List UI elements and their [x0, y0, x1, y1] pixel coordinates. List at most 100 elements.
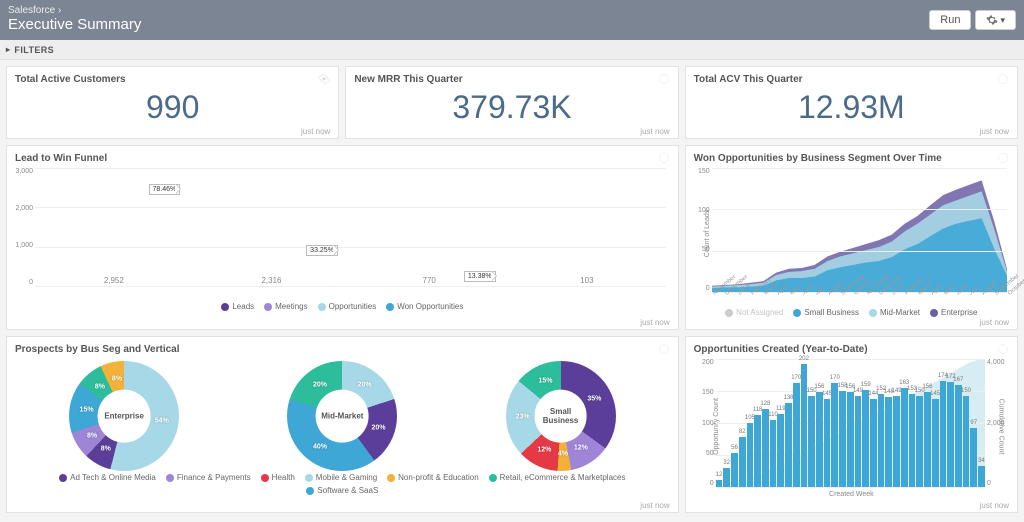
- opp-bar[interactable]: 163: [901, 388, 908, 487]
- legend-item[interactable]: Finance & Payments: [166, 473, 251, 482]
- bar-value: 167: [953, 377, 963, 383]
- kpi-panel-mrr: New MRR This Quarter 379.73K just now: [345, 66, 678, 139]
- opp-bar[interactable]: 170: [793, 383, 800, 487]
- slice-label: 8%: [101, 446, 111, 453]
- legend-item[interactable]: Not Assigned: [725, 308, 783, 317]
- opp-bar[interactable]: 110: [770, 420, 777, 487]
- page-title: Executive Summary: [8, 16, 925, 34]
- legend-item[interactable]: Retail, eCommerce & Marketplaces: [489, 473, 626, 482]
- timestamp: just now: [640, 318, 669, 327]
- opp-bar[interactable]: 105: [747, 423, 754, 487]
- opp-bar[interactable]: 56: [731, 453, 738, 487]
- slice-label: 8%: [87, 433, 97, 440]
- slice-label: 12%: [537, 447, 551, 454]
- bar-value: 103: [580, 276, 593, 285]
- legend-item[interactable]: Mobile & Gaming: [305, 473, 377, 482]
- panel-title: Total ACV This Quarter: [694, 74, 997, 85]
- opp-bar[interactable]: 150: [916, 396, 923, 487]
- opp-bar[interactable]: 158: [839, 391, 846, 487]
- opp-bar[interactable]: 156: [924, 392, 931, 487]
- slice-label: 15%: [538, 378, 552, 385]
- donut-center-label: Enterprise: [104, 412, 144, 421]
- gear-icon[interactable]: [997, 343, 1009, 355]
- opps-panel: Opportunities Created (Year-to-Date) Opp…: [685, 336, 1018, 513]
- bar-value: 12: [716, 472, 723, 478]
- opp-bar[interactable]: 156: [816, 392, 823, 487]
- opp-bar[interactable]: 150: [963, 396, 970, 487]
- opp-bar[interactable]: 148: [885, 397, 892, 487]
- bar-value: 156: [922, 384, 932, 390]
- bar-value: 770: [423, 276, 436, 285]
- legend-item[interactable]: Small Business: [793, 308, 859, 317]
- opp-bar[interactable]: 172: [947, 382, 954, 487]
- gear-icon[interactable]: [658, 343, 670, 355]
- legend-item[interactable]: Mid-Market: [869, 308, 920, 317]
- bar-value: 170: [830, 375, 840, 381]
- bar-value: 159: [861, 382, 871, 388]
- kpi-value: 379.73K: [354, 85, 669, 136]
- legend-item[interactable]: Enterprise: [930, 308, 977, 317]
- opp-bar[interactable]: 150: [808, 396, 815, 487]
- slice-label: 20%: [371, 424, 385, 431]
- opp-bar[interactable]: 145: [824, 399, 831, 487]
- timestamp: just now: [301, 127, 330, 136]
- opp-bar[interactable]: 174: [940, 381, 947, 487]
- opp-bar[interactable]: 32: [723, 468, 730, 488]
- opp-bar[interactable]: 138: [785, 403, 792, 487]
- opp-bar[interactable]: 149: [893, 396, 900, 487]
- opp-bar[interactable]: 145: [932, 399, 939, 487]
- run-button[interactable]: Run: [929, 10, 971, 30]
- opp-bar[interactable]: 156: [847, 392, 854, 487]
- settings-button[interactable]: ▾: [975, 10, 1016, 30]
- opp-bar[interactable]: 97: [970, 428, 977, 487]
- opp-bar[interactable]: 128: [762, 409, 769, 487]
- legend-item[interactable]: Opportunities: [318, 302, 377, 311]
- opp-bar[interactable]: 159: [862, 390, 869, 487]
- opp-bar[interactable]: 170: [831, 383, 838, 487]
- opp-bar[interactable]: 167: [955, 385, 962, 487]
- legend-item[interactable]: Leads: [221, 302, 254, 311]
- gear-icon[interactable]: [658, 73, 670, 85]
- filters-bar[interactable]: ▸ FILTERS: [0, 40, 1024, 60]
- slice-label: 4%: [558, 450, 568, 457]
- slice-label: 40%: [313, 443, 327, 450]
- legend-item[interactable]: Ad Tech & Online Media: [59, 473, 156, 482]
- legend-item[interactable]: Non-profit & Education: [387, 473, 479, 482]
- gear-icon[interactable]: [318, 73, 330, 85]
- gear-icon[interactable]: [997, 152, 1009, 164]
- legend-item[interactable]: Meetings: [264, 302, 307, 311]
- opp-bar[interactable]: 119: [777, 414, 784, 487]
- donut-chart[interactable]: 35%12%4%12%23%15%Small Business: [506, 361, 616, 471]
- opp-bar[interactable]: 202: [801, 364, 808, 487]
- opp-bar[interactable]: 82: [739, 437, 746, 487]
- opp-bar[interactable]: 118: [754, 415, 761, 487]
- slice-label: 35%: [587, 395, 601, 402]
- opp-bar[interactable]: 144: [870, 399, 877, 487]
- legend-item[interactable]: Software & SaaS: [306, 486, 378, 495]
- opp-bar[interactable]: 149: [855, 396, 862, 487]
- area-chart: Count of Leads 150100500: [712, 168, 1007, 292]
- timestamp: just now: [980, 318, 1009, 327]
- legend-item[interactable]: Won Opportunities: [386, 302, 463, 311]
- donut-chart[interactable]: 54%8%8%15%8%8%Enterprise: [69, 361, 179, 471]
- gear-icon[interactable]: [658, 152, 670, 164]
- donut-center-label: Mid-Market: [321, 412, 363, 421]
- legend-item[interactable]: Health: [261, 473, 295, 482]
- opp-bar[interactable]: 152: [878, 394, 885, 487]
- kpi-value: 12.93M: [694, 85, 1009, 136]
- funnel-panel: Lead to Win Funnel 3,0002,0001,0000 2,95…: [6, 145, 679, 330]
- slice-label: 8%: [95, 383, 105, 390]
- bar-value: 156: [814, 384, 824, 390]
- bar-value: 163: [899, 380, 909, 386]
- opp-bar[interactable]: 12: [716, 480, 723, 487]
- kpi-panel-customers: Total Active Customers 990 just now: [6, 66, 339, 139]
- breadcrumb[interactable]: Salesforce ›: [8, 6, 925, 16]
- panel-title: Opportunities Created (Year-to-Date): [694, 344, 997, 355]
- gear-icon[interactable]: [997, 73, 1009, 85]
- panel-title: Won Opportunities by Business Segment Ov…: [694, 153, 997, 164]
- opp-bar[interactable]: 153: [909, 394, 916, 487]
- opp-bar[interactable]: 34: [978, 466, 985, 487]
- conversion-arrow: 13.38%: [464, 271, 496, 282]
- donut-chart[interactable]: 20%20%40%20%Mid-Market: [287, 361, 397, 471]
- filters-label: FILTERS: [14, 45, 54, 55]
